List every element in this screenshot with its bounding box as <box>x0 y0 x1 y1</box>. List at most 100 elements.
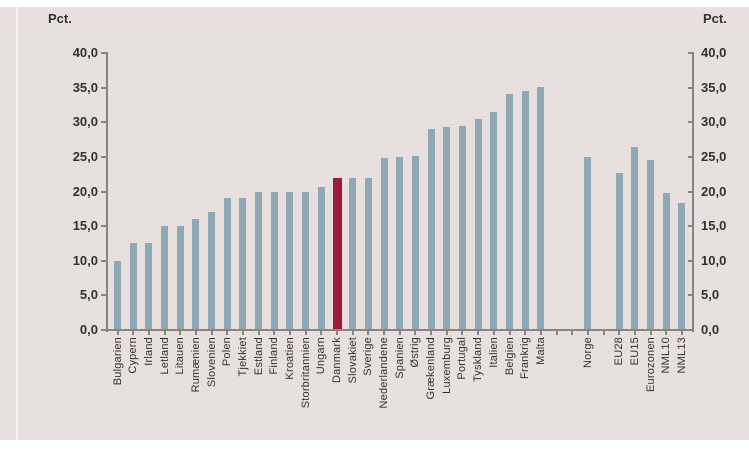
y-axis-tick-right <box>688 155 693 158</box>
chart-bar <box>411 156 419 329</box>
y-axis-tick-label-left: 5,0 <box>79 287 98 303</box>
x-axis-tick <box>618 331 621 335</box>
x-axis-tick <box>383 331 386 335</box>
x-axis-label: EU28 <box>613 337 626 366</box>
chart-bar <box>647 159 655 329</box>
y-axis-tick-label-right: 30,0 <box>701 114 727 130</box>
x-axis-tick <box>147 331 150 335</box>
x-axis-label: Italien <box>487 337 500 368</box>
x-axis-tick <box>492 331 495 335</box>
y-axis-tick-right <box>688 190 693 193</box>
x-axis-tick <box>132 331 135 335</box>
chart-bar <box>114 260 121 329</box>
y-axis-line-left <box>106 52 108 332</box>
x-axis-tick <box>398 331 401 335</box>
y-axis-tick-label-right: 15,0 <box>701 218 727 234</box>
x-axis-tick <box>414 331 417 335</box>
y-axis-tick-left <box>101 121 106 124</box>
x-axis-tick <box>508 331 511 335</box>
y-axis-tick-label-right: 40,0 <box>701 45 727 60</box>
chart-bar <box>176 226 184 329</box>
chart-bar <box>364 178 372 329</box>
x-axis-tick <box>477 331 480 335</box>
x-axis-label: Polen <box>221 337 234 367</box>
x-axis-tick <box>539 331 542 335</box>
chart-bar <box>145 243 153 329</box>
y-axis-tick-left <box>101 190 106 193</box>
x-axis-tick <box>461 331 464 335</box>
x-axis-label: Tyskland <box>472 337 485 383</box>
chart-bar <box>474 119 482 329</box>
chart-bar <box>615 172 623 329</box>
y-axis-tick-label-left: 15,0 <box>72 218 98 234</box>
chart-bar <box>129 243 137 329</box>
x-axis-label: Storbritannien <box>299 337 312 409</box>
x-axis-label: Bulgarien <box>111 337 124 386</box>
chart-bar <box>443 127 451 329</box>
y-axis-tick-left <box>101 329 106 331</box>
x-axis-label: Luxemburg <box>440 337 453 394</box>
x-axis-tick <box>336 331 339 335</box>
chart-bar <box>506 93 513 329</box>
chart-bar <box>521 91 529 329</box>
y-axis-tick-right <box>688 225 693 228</box>
x-axis-line <box>105 329 694 331</box>
y-axis-tick-right <box>688 294 693 297</box>
y-axis-tick-right <box>688 86 693 89</box>
x-axis-label: Danmark <box>331 337 344 384</box>
chart-bar <box>161 226 169 329</box>
x-axis-label: Malta <box>534 337 547 365</box>
y-axis-tick-right <box>688 52 693 54</box>
chart-bar <box>490 111 498 329</box>
x-axis-tick <box>226 331 229 335</box>
chart-bar <box>208 212 216 329</box>
x-axis-label: Sverige <box>362 337 375 376</box>
y-axis-unit-label-left: Pct. <box>48 11 72 26</box>
chart-bar <box>631 147 639 329</box>
x-axis-tick <box>602 331 605 335</box>
x-axis-tick <box>430 331 433 335</box>
chart-bar <box>223 198 231 329</box>
y-axis-tick-left <box>101 155 106 158</box>
x-axis-tick <box>273 331 276 335</box>
x-axis-label: Estland <box>252 337 265 376</box>
y-axis-tick-left <box>101 52 106 54</box>
y-axis-line-right <box>692 52 694 332</box>
x-axis-label: Spanien <box>393 337 406 379</box>
x-axis-label: Grækenland <box>425 337 438 400</box>
x-axis-label: Nederlandene <box>378 337 391 409</box>
chart-bar <box>270 191 278 329</box>
chart-bar <box>302 192 310 329</box>
x-axis-tick <box>367 331 370 335</box>
x-axis-tick <box>633 331 636 335</box>
x-axis-label: Frankrig <box>519 337 532 379</box>
x-axis-tick <box>288 331 291 335</box>
y-axis-tick-label-right: 0,0 <box>701 322 720 337</box>
chart-bar <box>286 191 294 329</box>
x-axis-label: NML13 <box>675 337 688 374</box>
chart-bar <box>396 156 404 329</box>
x-axis-label: Letland <box>158 337 171 375</box>
chart-bar <box>349 178 357 329</box>
y-axis-tick-right <box>688 259 693 262</box>
y-axis-tick-label-left: 20,0 <box>72 183 98 199</box>
x-axis-label: Cypern <box>127 337 140 374</box>
y-axis-tick-label-left: 40,0 <box>72 45 98 60</box>
x-axis-tick <box>665 331 668 335</box>
x-axis-label: Eurozonen <box>644 337 657 393</box>
x-axis-tick <box>680 331 683 335</box>
x-axis-label: Slovakiet <box>346 337 359 384</box>
x-axis-label: EU15 <box>628 337 641 366</box>
y-axis-tick-label-right: 5,0 <box>701 287 720 303</box>
x-axis-tick <box>555 331 558 335</box>
x-axis-tick <box>116 331 119 335</box>
x-axis-label: Norge <box>581 337 594 368</box>
x-axis-tick <box>524 331 527 335</box>
x-axis-tick <box>241 331 244 335</box>
y-axis-tick-label-left: 30,0 <box>72 114 98 130</box>
chart-bar <box>458 125 466 329</box>
x-axis-label: Kroatien <box>283 337 296 380</box>
y-axis-tick-label-right: 10,0 <box>701 252 727 268</box>
x-axis-tick <box>194 331 197 335</box>
